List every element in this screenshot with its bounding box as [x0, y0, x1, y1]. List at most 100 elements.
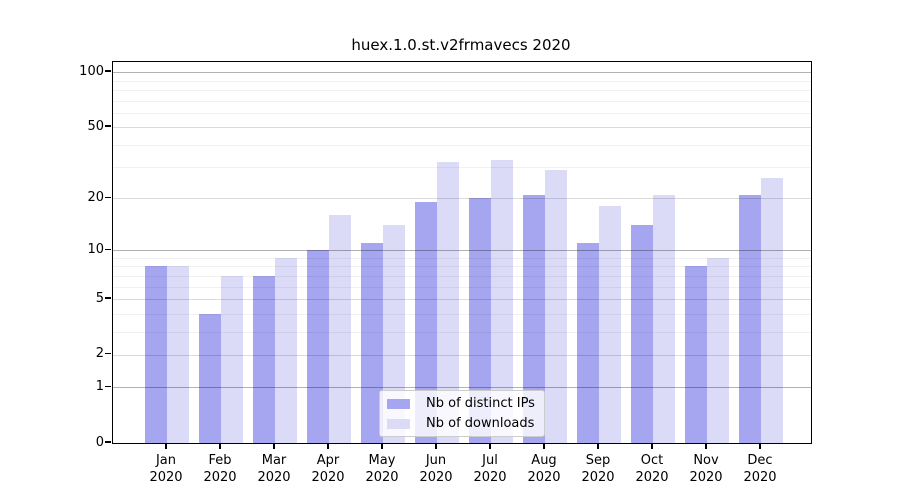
- x-tick-year-aug: 2020: [527, 470, 561, 485]
- bar-downloads-may: [383, 225, 405, 443]
- x-tick-label-apr: Apr 2020: [300, 452, 356, 486]
- bar-distinct-ips-oct: [631, 225, 653, 443]
- gridline-50: [113, 127, 811, 129]
- x-tick-month-jan: Jan: [155, 453, 177, 468]
- x-tick-year-oct: 2020: [635, 470, 669, 485]
- legend: Nb of distinct IPs Nb of downloads: [379, 390, 545, 437]
- bar-downloads-aug: [545, 169, 567, 443]
- x-tick-label-may: May 2020: [354, 452, 410, 486]
- x-tick-year-sep: 2020: [581, 470, 615, 485]
- gridline-60: [113, 112, 811, 114]
- x-tick-month-oct: Oct: [640, 453, 664, 468]
- x-tick-mark-jan: [165, 443, 167, 449]
- y-tick-mark-2: [104, 352, 111, 355]
- y-tick-mark-1: [104, 385, 111, 388]
- legend-label-downloads: Nb of downloads: [426, 416, 535, 431]
- x-tick-label-jul: Jul 2020: [462, 452, 518, 486]
- x-tick-mark-aug: [543, 443, 545, 449]
- gridline-4: [113, 313, 811, 315]
- bar-distinct-ips-feb: [199, 313, 221, 443]
- legend-item-distinct-ips: Nb of distinct IPs: [387, 395, 544, 412]
- chart-title: huex.1.0.st.v2frmavecs 2020: [351, 36, 571, 54]
- bar-downloads-feb: [221, 275, 243, 443]
- x-tick-month-mar: Mar: [261, 453, 287, 468]
- bar-distinct-ips-mar: [253, 275, 275, 443]
- x-tick-mark-dec: [759, 443, 761, 449]
- y-tick-label-0: 0: [95, 434, 104, 450]
- x-tick-label-nov: Nov 2020: [678, 452, 734, 486]
- bar-distinct-ips-jan: [145, 266, 167, 443]
- bar-downloads-jan: [167, 266, 189, 443]
- y-tick-label-20: 20: [87, 189, 104, 205]
- x-tick-year-jul: 2020: [473, 470, 507, 485]
- bar-distinct-ips-dec: [739, 194, 761, 443]
- bar-distinct-ips-aug: [523, 194, 545, 443]
- legend-swatch-ips: [387, 398, 410, 409]
- x-tick-month-jun: Jun: [425, 453, 447, 468]
- x-tick-mark-sep: [597, 443, 599, 449]
- bar-distinct-ips-jul: [469, 198, 491, 443]
- bar-downloads-jul: [491, 159, 513, 443]
- plot-area: [112, 61, 812, 444]
- x-tick-mark-may: [381, 443, 383, 449]
- gridline-9: [113, 258, 811, 259]
- x-tick-mark-apr: [327, 443, 329, 449]
- x-tick-month-may: May: [368, 453, 396, 468]
- x-tick-month-dec: Dec: [747, 453, 773, 468]
- bar-downloads-jun: [437, 162, 459, 443]
- y-tick-mark-20: [104, 196, 111, 199]
- bar-distinct-ips-apr: [307, 250, 329, 443]
- bar-distinct-ips-jun: [415, 202, 437, 443]
- y-tick-label-100: 100: [79, 63, 104, 79]
- x-tick-month-feb: Feb: [208, 453, 232, 468]
- x-tick-label-oct: Oct 2020: [624, 452, 680, 486]
- gridline-8: [113, 266, 811, 268]
- bar-distinct-ips-nov: [685, 266, 707, 443]
- x-tick-label-jan: Jan 2020: [138, 452, 194, 486]
- x-tick-mark-nov: [705, 443, 707, 449]
- x-tick-year-apr: 2020: [311, 470, 345, 485]
- bar-downloads-nov: [707, 258, 729, 443]
- x-tick-year-dec: 2020: [743, 470, 777, 485]
- x-tick-mark-mar: [273, 443, 275, 449]
- x-tick-month-sep: Sep: [585, 453, 611, 468]
- bar-downloads-dec: [761, 178, 783, 443]
- x-tick-year-mar: 2020: [257, 470, 291, 485]
- y-tick-mark-5: [104, 297, 111, 299]
- bar-downloads-mar: [275, 258, 297, 443]
- x-tick-month-nov: Nov: [693, 453, 719, 468]
- bar-downloads-sep: [599, 206, 621, 443]
- gridline-6: [113, 286, 811, 288]
- x-tick-year-may: 2020: [365, 470, 399, 485]
- gridline-2: [113, 354, 811, 356]
- bar-distinct-ips-may: [361, 243, 383, 443]
- x-tick-label-mar: Mar 2020: [246, 452, 302, 486]
- gridline-100: [113, 72, 811, 74]
- y-tick-label-2: 2: [95, 346, 104, 362]
- x-tick-label-aug: Aug 2020: [516, 452, 572, 486]
- x-tick-year-jan: 2020: [149, 470, 183, 485]
- y-tick-mark-0: [104, 441, 111, 443]
- legend-item-downloads: Nb of downloads: [387, 415, 544, 432]
- y-tick-label-50: 50: [87, 118, 104, 134]
- legend-label-ips: Nb of distinct IPs: [426, 396, 535, 411]
- x-tick-label-feb: Feb 2020: [192, 452, 248, 486]
- gridline-3: [113, 331, 811, 333]
- x-tick-mark-jun: [435, 443, 437, 449]
- gridline-1: [113, 387, 811, 389]
- y-tick-mark-10: [104, 248, 111, 251]
- y-tick-label-5: 5: [95, 290, 104, 306]
- x-tick-label-dec: Dec 2020: [732, 452, 788, 486]
- y-tick-label-1: 1: [95, 378, 104, 394]
- gridline-5: [113, 299, 811, 301]
- x-tick-year-nov: 2020: [689, 470, 723, 485]
- x-tick-label-jun: Jun 2020: [408, 452, 464, 486]
- gridline-7: [113, 275, 811, 277]
- bar-distinct-ips-sep: [577, 243, 599, 443]
- y-tick-mark-100: [104, 70, 111, 72]
- gridline-30: [113, 167, 811, 169]
- gridline-80: [113, 89, 811, 91]
- x-tick-year-feb: 2020: [203, 470, 237, 485]
- gridline-10: [113, 250, 811, 252]
- gridline-20: [113, 198, 811, 200]
